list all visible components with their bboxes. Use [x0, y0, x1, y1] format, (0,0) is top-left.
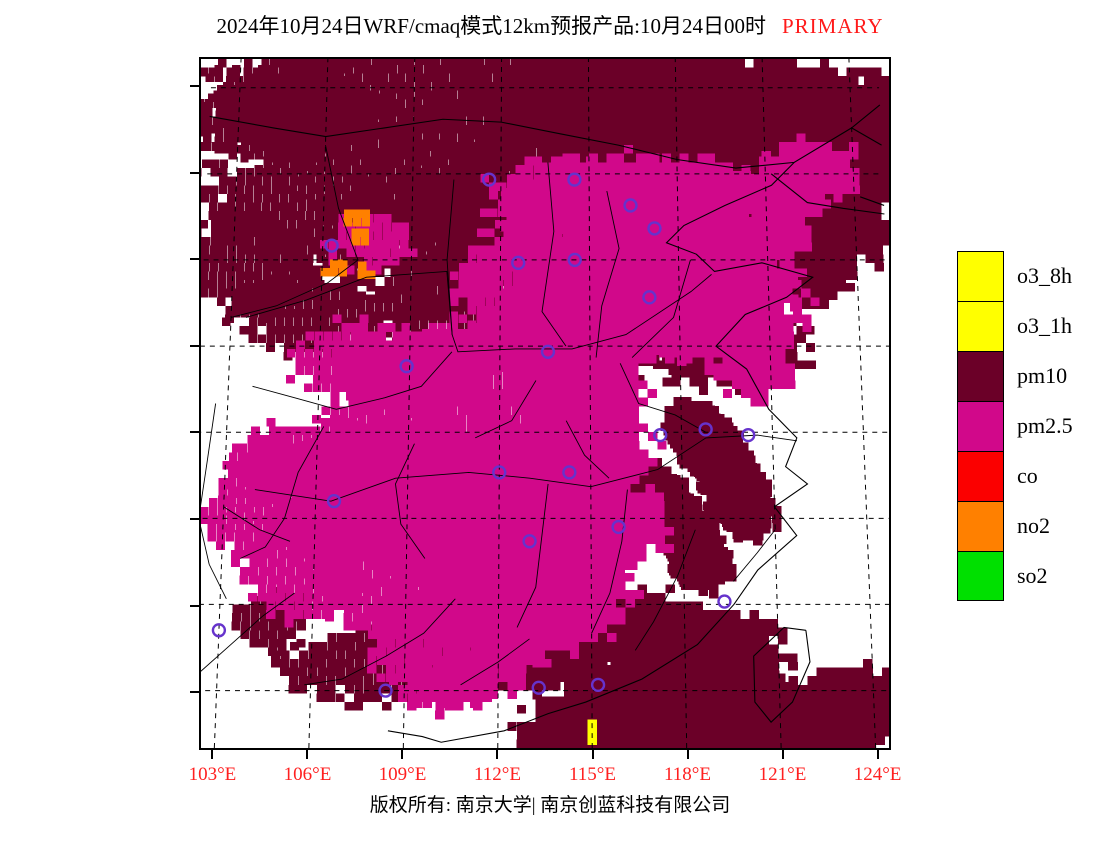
coastline-and-province-borders — [201, 104, 885, 743]
city-marker[interactable] — [326, 493, 342, 509]
city-marker[interactable] — [590, 677, 606, 693]
city-marker[interactable] — [540, 344, 556, 359]
legend-label-so2: so2 — [1017, 563, 1048, 588]
y-axis-tick — [190, 171, 199, 174]
x-axis-tick — [781, 750, 784, 759]
x-axis-tick-label: 118°E — [664, 764, 712, 785]
y-axis-tick — [190, 691, 199, 694]
legend-label-o3-8h: o3_8h — [1017, 263, 1072, 288]
legend-label-co: co — [1017, 463, 1038, 488]
copyright-footer: 版权所有: 南京大学| 南京创蓝科技有限公司 — [369, 795, 731, 816]
city-marker[interactable] — [567, 252, 582, 268]
legend-item-o3-8h[interactable]: o3_8h — [957, 251, 1073, 301]
city-marker[interactable] — [741, 427, 756, 443]
x-axis-tick-label: 112°E — [473, 764, 521, 785]
x-axis-tick — [591, 750, 594, 759]
x-axis-tick-label: 103°E — [188, 764, 237, 785]
y-axis-tick — [190, 518, 199, 520]
city-marker[interactable] — [211, 623, 227, 638]
city-marker[interactable] — [642, 290, 657, 305]
city-marker[interactable] — [481, 172, 497, 187]
city-marker[interactable] — [653, 427, 668, 443]
legend-swatch-no2 — [957, 501, 1004, 551]
x-axis-tick — [306, 750, 309, 759]
legend-swatch-pm2-5 — [957, 401, 1004, 451]
y-axis-tick — [190, 84, 199, 87]
pollutant-legend[interactable]: o3_8h o3_1h pm10 pm2.5 co no2 so2 — [957, 251, 1073, 601]
y-axis-tick — [190, 604, 199, 607]
city-marker[interactable] — [522, 534, 537, 549]
city-marker[interactable] — [611, 519, 626, 535]
forecast-map-plot[interactable] — [199, 57, 891, 750]
legend-swatch-so2 — [957, 551, 1004, 601]
city-marker[interactable] — [492, 465, 507, 480]
legend-swatch-pm10 — [957, 351, 1004, 401]
city-marker[interactable] — [698, 422, 713, 437]
city-marker[interactable] — [647, 221, 662, 236]
page-title: 2024年10月24日WRF/cmaq模式12km预报产品:10月24日00时 P… — [0, 10, 1100, 40]
x-axis-tick-label: 121°E — [758, 764, 807, 785]
y-axis-tick — [190, 258, 199, 261]
x-axis-tick — [876, 750, 879, 759]
x-axis-tick — [401, 750, 404, 759]
city-marker[interactable] — [567, 172, 582, 187]
title-main-text: 2024年10月24日WRF/cmaq模式12km预报产品:10月24日00时 — [216, 14, 766, 38]
legend-label-pm2-5: pm2.5 — [1017, 413, 1073, 438]
legend-swatch-o3-8h — [957, 251, 1004, 301]
city-marker[interactable] — [531, 680, 546, 695]
pollutant-raster-layer — [201, 59, 889, 748]
legend-item-no2[interactable]: no2 — [957, 501, 1073, 551]
legend-swatch-co — [957, 451, 1004, 501]
x-axis-tick-label: 115°E — [569, 764, 616, 785]
city-marker[interactable] — [324, 238, 339, 253]
legend-swatch-o3-1h — [957, 301, 1004, 351]
city-marker[interactable] — [717, 594, 732, 609]
legend-item-co[interactable]: co — [957, 451, 1073, 501]
legend-item-pm10[interactable]: pm10 — [957, 351, 1073, 401]
map-canvas[interactable] — [201, 59, 889, 748]
city-marker[interactable] — [623, 198, 638, 213]
x-axis-tick-label: 109°E — [378, 764, 427, 785]
legend-item-so2[interactable]: so2 — [957, 551, 1073, 601]
city-marker[interactable] — [562, 465, 577, 480]
legend-label-no2: no2 — [1017, 513, 1050, 538]
city-marker[interactable] — [511, 255, 526, 270]
legend-label-o3-1h: o3_1h — [1017, 313, 1072, 338]
legend-label-pm10: pm10 — [1017, 363, 1068, 388]
legend-item-pm2-5[interactable]: pm2.5 — [957, 401, 1073, 451]
city-marker[interactable] — [378, 683, 393, 698]
y-axis-tick — [190, 431, 199, 434]
x-axis-tick-label: 124°E — [853, 764, 902, 785]
x-axis-tick-label: 106°E — [283, 764, 332, 785]
title-primary-label: PRIMARY — [781, 14, 884, 38]
y-axis-tick — [190, 344, 199, 347]
x-axis-tick — [686, 750, 689, 759]
legend-item-o3-1h[interactable]: o3_1h — [957, 301, 1073, 351]
x-axis-tick — [496, 750, 499, 759]
x-axis-tick — [211, 750, 214, 759]
city-markers-layer — [211, 172, 756, 698]
city-marker[interactable] — [399, 359, 414, 374]
